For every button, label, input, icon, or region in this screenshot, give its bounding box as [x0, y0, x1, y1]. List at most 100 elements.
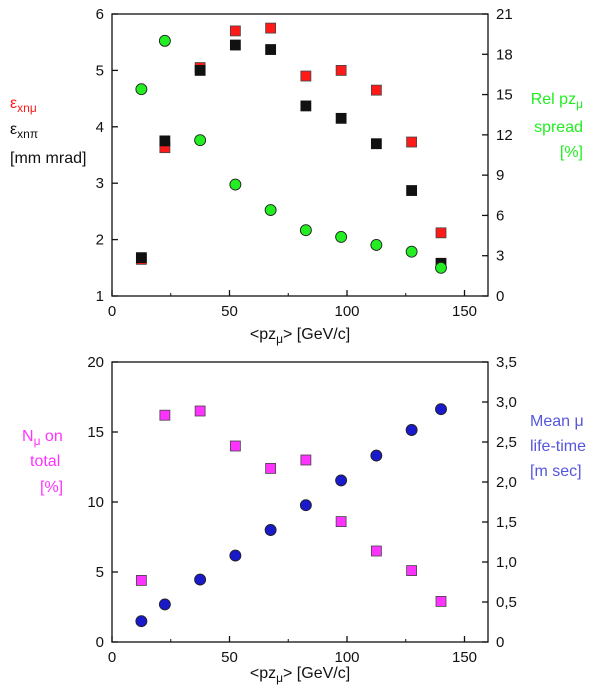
- bottom-series0-point: [159, 409, 171, 421]
- bottom-series1-point: [158, 598, 171, 611]
- bottom-ylabel-line3: [%]: [40, 479, 63, 496]
- top-series1-point: [300, 100, 312, 112]
- bottom-ylabel-line2: total: [30, 453, 60, 470]
- top-series0-point: [370, 84, 382, 96]
- top-series2-point: [229, 178, 242, 191]
- top-series2-point: [370, 239, 383, 251]
- bottom-ytick-left-label: 5: [96, 564, 104, 581]
- top-series1-point: [229, 39, 241, 51]
- top-ytick-left-label: 1: [96, 288, 104, 305]
- bottom-xtick-label: 100: [334, 649, 359, 666]
- top-series2-point: [335, 230, 348, 243]
- top-ytick-right-label: 0: [496, 288, 504, 305]
- bottom-ytick-right-label: 0: [496, 634, 504, 651]
- top-ylabel-spread-line1: Rel pzμ: [531, 91, 583, 111]
- bottom-series0-point: [335, 516, 347, 527]
- top-ytick-left-label: 3: [96, 175, 104, 192]
- bottom-right-ylabel: Mean μ life-time [m sec]: [530, 413, 586, 480]
- bottom-ytick-left-label: 10: [87, 494, 104, 511]
- top-series0-point: [406, 136, 418, 148]
- top-series1-point: [265, 44, 277, 55]
- bottom-ytick-right-label: 3,0: [496, 394, 517, 411]
- top-series0-point: [335, 65, 347, 76]
- top-xlabel: <pzμ> [GeV/c]: [250, 326, 350, 346]
- top-left-ylabel: εxnμ εxnπ [mm mrad]: [10, 95, 86, 167]
- top-ylabel-spread-line3: [%]: [560, 144, 583, 161]
- bottom-series1-point: [299, 499, 312, 512]
- top-series2-point: [405, 245, 418, 258]
- bottom-xtick-label: 50: [221, 649, 238, 666]
- top-right-ylabel: Rel pzμ spread [%]: [531, 91, 583, 161]
- top-plot-frame: [111, 13, 489, 297]
- bottom-series1-point: [264, 524, 277, 536]
- bottom-series0-point: [300, 454, 312, 466]
- bottom-ytick-right-label: 0,5: [496, 594, 517, 611]
- top-ytick-left-label: 6: [96, 6, 104, 23]
- top-ytick-right-label: 3: [496, 248, 504, 265]
- bottom-series1-point: [335, 474, 348, 487]
- top-ytick-left-label: 4: [96, 119, 104, 136]
- top-series1-point: [194, 65, 206, 76]
- bottom-ylabel-right-line1: Mean μ: [530, 413, 584, 430]
- bottom-ytick-left-label: 0: [96, 634, 104, 651]
- top-series1-point: [159, 135, 171, 147]
- top-ytick-right-label: 9: [496, 167, 504, 184]
- bottom-xtick-label: 150: [452, 649, 477, 666]
- top-ytick-right-label: 12: [496, 127, 513, 144]
- top-series2-point: [435, 261, 447, 274]
- bottom-series0-point: [135, 575, 147, 586]
- top-ylabel-emit-mu: εxnμ: [10, 95, 37, 115]
- top-series0-point: [300, 70, 312, 82]
- top-series1-point: [370, 138, 382, 150]
- bottom-xlabel: <pzμ> [GeV/c]: [250, 665, 350, 685]
- top-series1-point: [335, 112, 347, 124]
- top-xtick-label: 100: [334, 303, 359, 320]
- top-series0-point: [265, 22, 277, 34]
- bottom-ytick-right-label: 1,5: [496, 514, 517, 531]
- top-xtick-label: 150: [452, 303, 477, 320]
- top-ytick-left-label: 5: [96, 62, 104, 79]
- bottom-ylabel-right-line3: [m sec]: [530, 463, 582, 480]
- bottom-series0-point: [435, 596, 447, 607]
- bottom-series1-point: [370, 449, 383, 462]
- bottom-left-ylabel: Nμ on total [%]: [22, 428, 63, 496]
- bottom-ylabel-line1: Nμ on: [22, 428, 63, 448]
- bottom-xtick-label: 0: [108, 649, 116, 666]
- bottom-series0-point: [370, 545, 382, 557]
- bottom-series1-point: [405, 424, 418, 436]
- top-ylabel-units: [mm mrad]: [10, 150, 86, 167]
- bottom-ytick-left-label: 15: [87, 424, 104, 441]
- top-series2-point: [158, 34, 171, 47]
- top-ytick-right-label: 18: [496, 46, 513, 63]
- top-ytick-right-label: 21: [496, 6, 513, 23]
- bottom-series1-point: [229, 549, 242, 562]
- top-ylabel-spread-line2: spread: [534, 119, 583, 136]
- bottom-series1-point: [435, 403, 447, 416]
- top-series1-point: [406, 185, 418, 196]
- top-xtick-label: 50: [221, 303, 238, 320]
- bottom-series0-point: [265, 462, 277, 474]
- top-series2-point: [264, 204, 277, 217]
- top-series2-point: [135, 83, 148, 96]
- bottom-ytick-right-label: 2,0: [496, 474, 517, 491]
- top-series0-point: [229, 25, 241, 37]
- bottom-series1-point: [194, 573, 207, 586]
- bottom-ytick-right-label: 2,5: [496, 434, 517, 451]
- bottom-series0-point: [194, 405, 206, 417]
- top-xtick-label: 0: [108, 303, 116, 320]
- top-ytick-left-label: 2: [96, 232, 104, 249]
- top-ytick-right-label: 15: [496, 87, 513, 104]
- top-series0-point: [435, 227, 447, 239]
- top-series1-point: [135, 252, 147, 264]
- bottom-ytick-right-label: 1,0: [496, 554, 517, 571]
- bottom-series0-point: [229, 440, 241, 452]
- bottom-ytick-right-label: 3,5: [496, 354, 517, 371]
- bottom-ylabel-right-line2: life-time: [530, 438, 586, 455]
- top-ytick-right-label: 6: [496, 207, 504, 224]
- top-series2-point: [194, 134, 207, 147]
- bottom-series1-point: [135, 615, 148, 628]
- top-ylabel-emit-pi: εxnπ: [10, 121, 38, 141]
- top-series2-point: [299, 224, 312, 237]
- bottom-ytick-left-label: 20: [87, 354, 104, 371]
